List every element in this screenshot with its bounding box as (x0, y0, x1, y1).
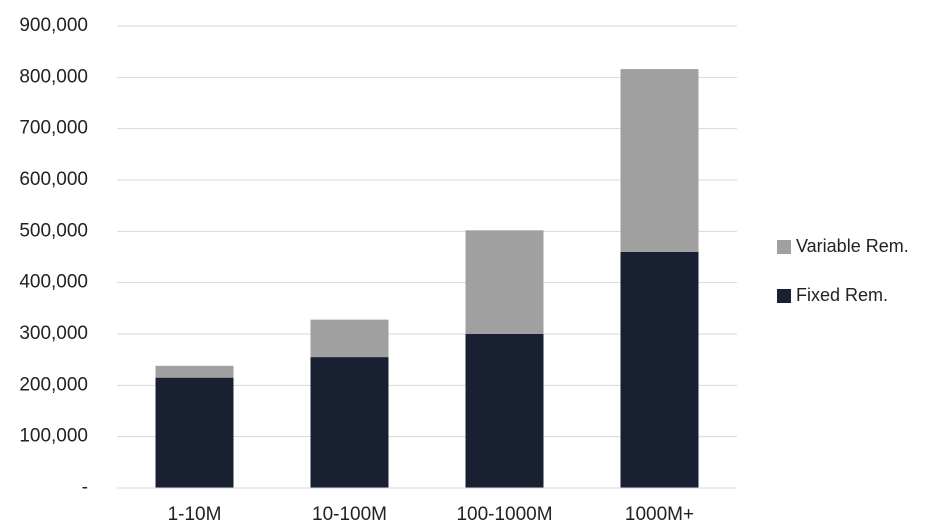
legend-swatch-variable-rem (777, 240, 791, 254)
bar-fixed-rem-1000m (620, 251, 699, 488)
y-tick-label: 300,000 (19, 323, 88, 344)
x-tick-label: 10-100M (312, 504, 387, 525)
bar-variable-rem-100-1000m (465, 230, 544, 334)
legend-label-fixed-rem: Fixed Rem. (796, 285, 888, 305)
legend-swatch-fixed-rem (777, 289, 791, 303)
bar-fixed-rem-1-10m (155, 377, 234, 488)
bars (155, 69, 699, 488)
y-tick-label: - (82, 477, 88, 498)
y-tick-label: 200,000 (19, 374, 88, 395)
bar-variable-rem-1000m (620, 69, 699, 252)
bar-variable-rem-10-100m (310, 319, 389, 358)
y-tick-label: 800,000 (19, 66, 88, 87)
y-tick-label: 400,000 (19, 272, 88, 293)
bar-fixed-rem-10-100m (310, 357, 389, 488)
y-tick-label: 600,000 (19, 169, 88, 190)
x-tick-label: 1-10M (168, 504, 222, 525)
x-tick-label: 1000M+ (625, 504, 694, 525)
bar-fixed-rem-100-1000m (465, 334, 544, 488)
y-axis: - 100,000 200,000 300,000 400,000 500,000 600,… (19, 15, 88, 498)
y-tick-label: 700,000 (19, 118, 88, 139)
y-tick-label: 500,000 (19, 220, 88, 241)
x-axis: 1-10M 10-100M 100-1000M 1000M+ (117, 487, 737, 525)
x-tick-label: 100-1000M (456, 504, 552, 525)
legend-label-variable-rem: Variable Rem. (796, 236, 909, 256)
y-tick-label: 900,000 (19, 15, 88, 36)
y-tick-label: 100,000 (19, 426, 88, 447)
bar-variable-rem-1-10m (155, 365, 234, 378)
legend: Variable Rem. Fixed Rem. (777, 236, 909, 305)
